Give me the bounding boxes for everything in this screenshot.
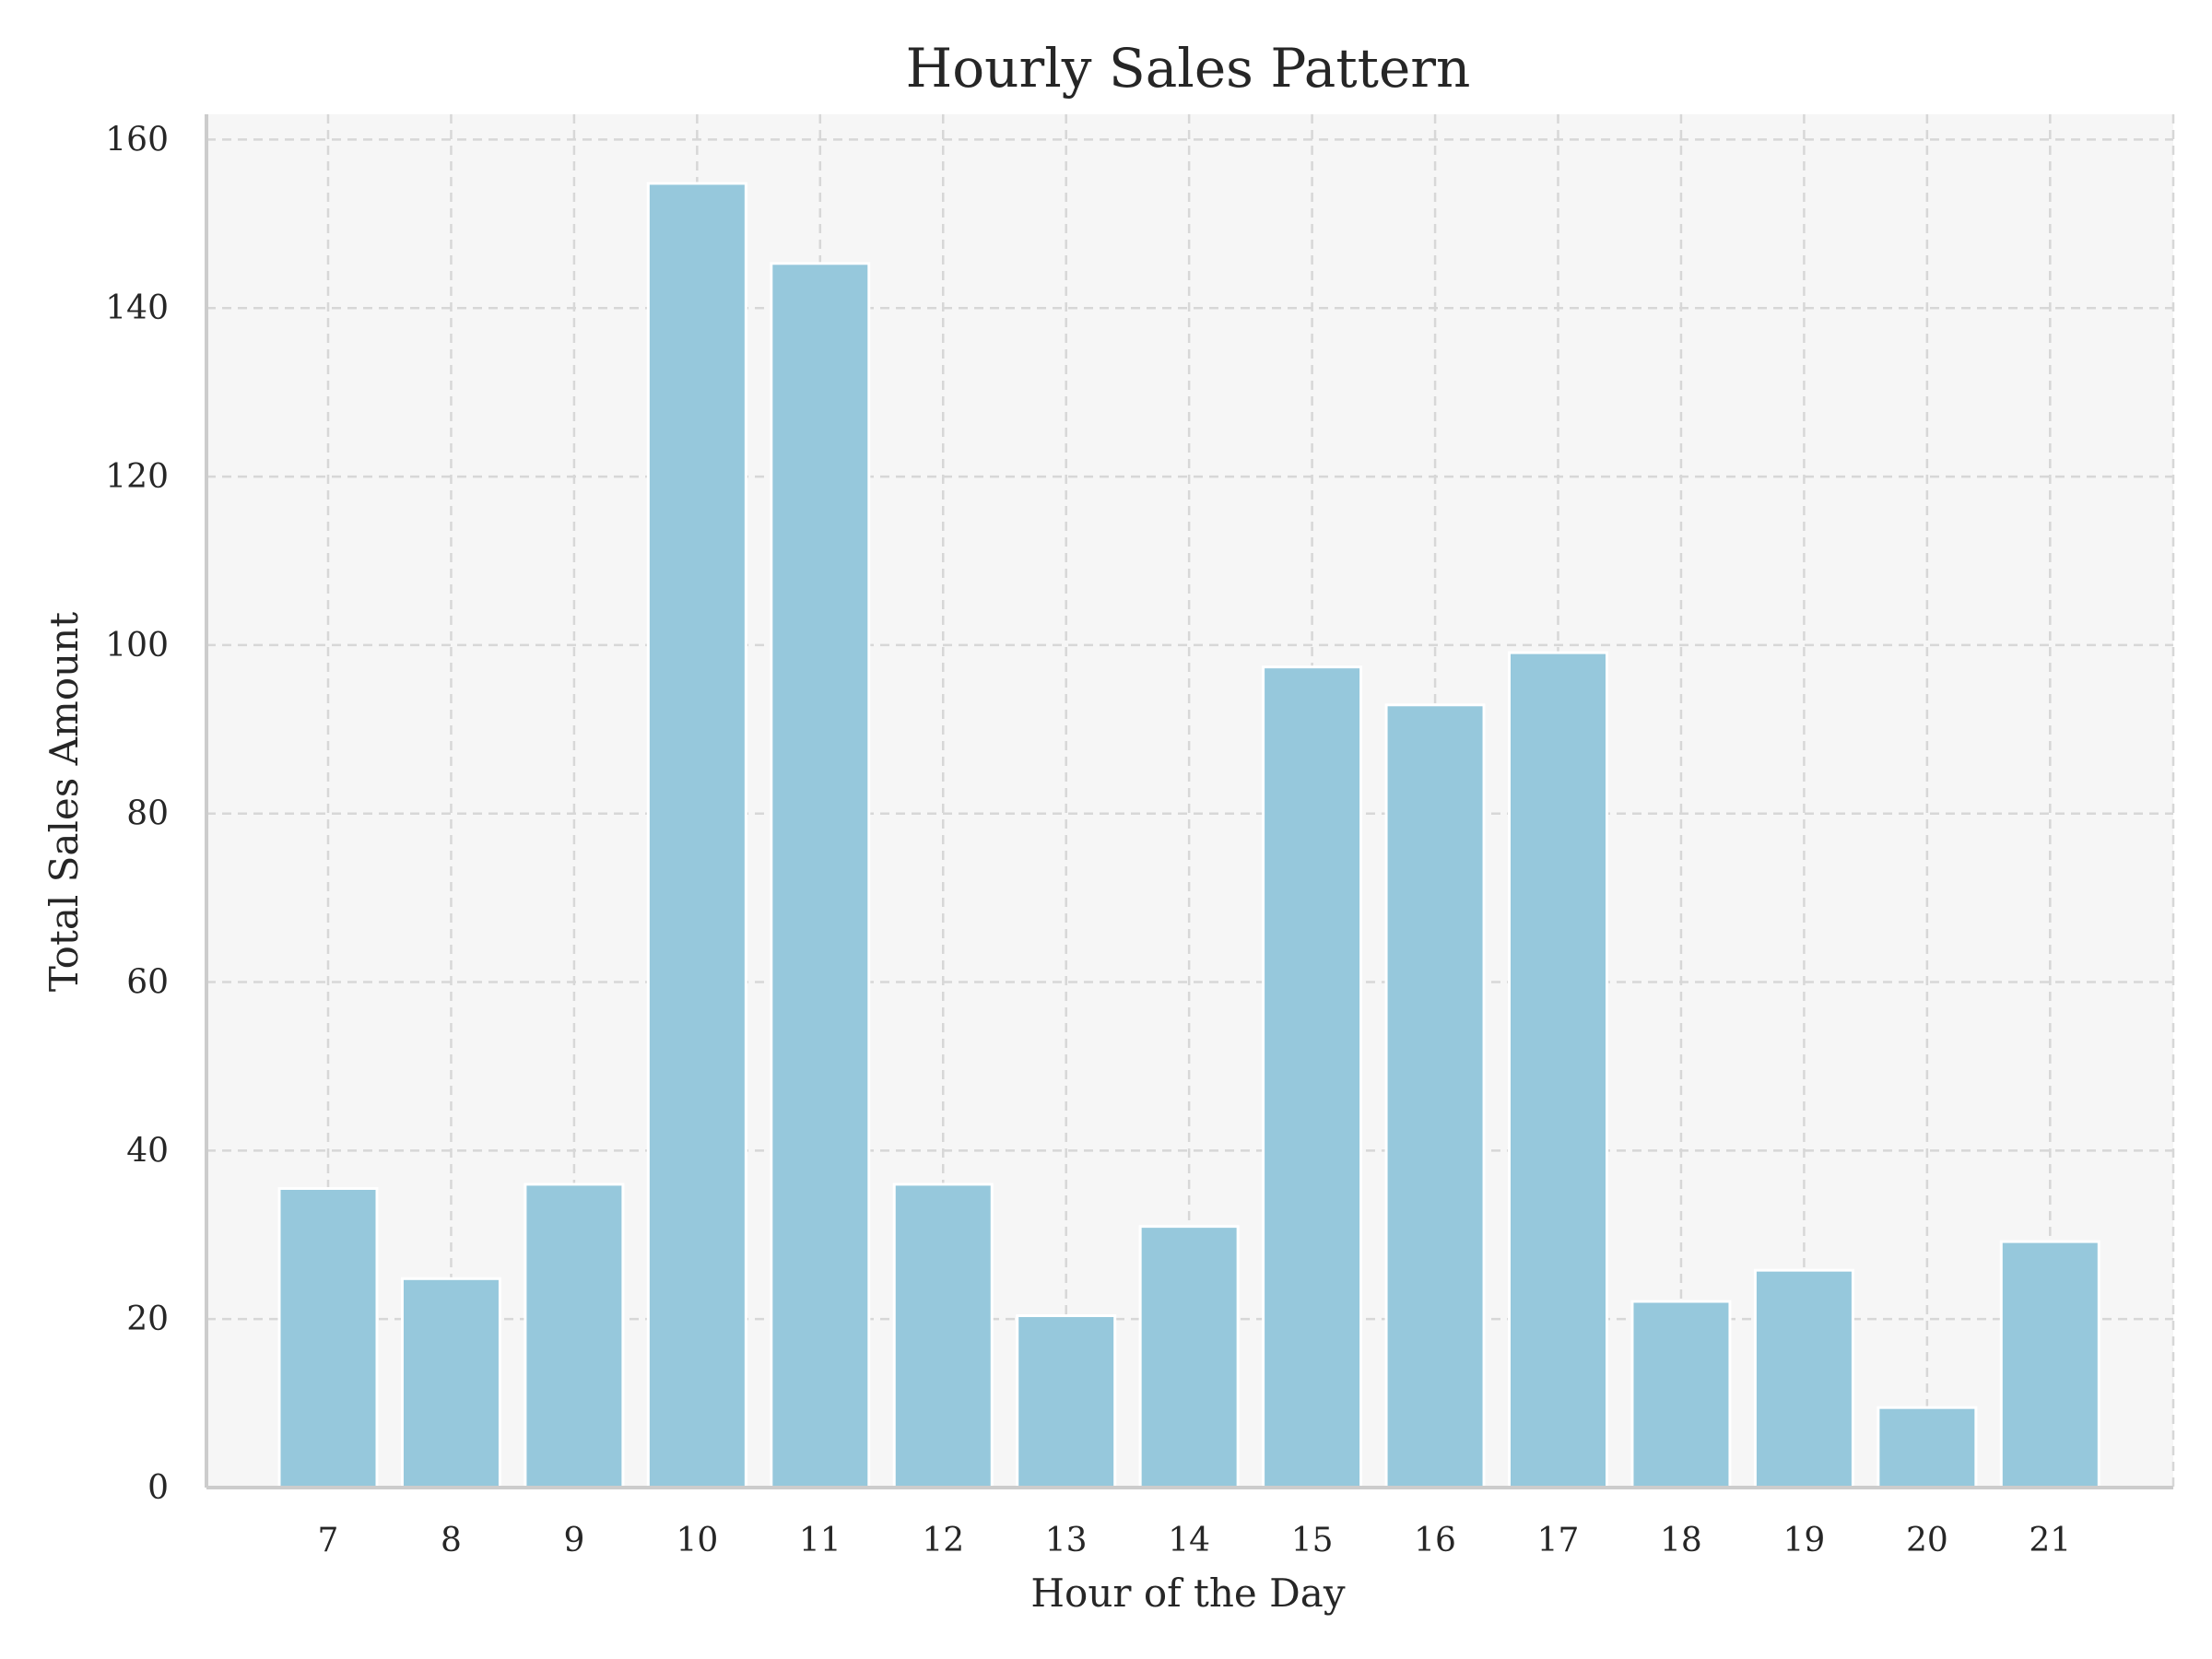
bar-hour-14 <box>1138 1225 1240 1489</box>
x-tick-label: 21 <box>2029 1522 2071 1559</box>
y-tick-label: 120 <box>105 458 169 496</box>
x-tick-label: 15 <box>1291 1522 1334 1559</box>
x-tick-label: 16 <box>1414 1522 1456 1559</box>
x-tick-label: 8 <box>441 1522 462 1559</box>
x-tick-label: 11 <box>799 1522 841 1559</box>
y-tick-label: 160 <box>105 121 169 159</box>
axes <box>205 114 2173 1489</box>
y-tick-label: 100 <box>105 627 169 665</box>
y-tick-label: 60 <box>126 964 169 1002</box>
x-tick-label: 17 <box>1537 1522 1580 1559</box>
y-tick-label: 40 <box>126 1132 169 1170</box>
bar-hour-18 <box>1630 1300 1732 1489</box>
bar-hour-9 <box>524 1182 625 1489</box>
y-tick-label: 20 <box>126 1300 169 1338</box>
x-tick-label: 14 <box>1168 1522 1210 1559</box>
bar-hour-7 <box>277 1186 379 1489</box>
bar-hour-13 <box>1016 1314 1117 1489</box>
bar-hour-19 <box>1753 1268 1854 1489</box>
x-tick-label: 20 <box>1906 1522 1948 1559</box>
bar-hour-10 <box>646 182 747 1489</box>
bar-hour-21 <box>1999 1240 2100 1489</box>
y-tick-label: 0 <box>147 1469 169 1507</box>
bar-hour-16 <box>1384 703 1486 1489</box>
bar-hour-11 <box>770 262 871 1489</box>
x-tick-label: 12 <box>922 1522 964 1559</box>
bar-hour-15 <box>1262 665 1363 1489</box>
x-tick-label: 9 <box>563 1522 584 1559</box>
x-tick-label: 10 <box>676 1522 718 1559</box>
x-tick-label: 7 <box>318 1522 339 1559</box>
chart-title: Hourly Sales Pattern <box>906 37 1471 100</box>
tick-labels: 0 20 40 60 80 100 120 140 160 7 8 9 10 11 12 13 14 15 16 17… <box>105 121 2071 1559</box>
bar-hour-8 <box>400 1277 501 1489</box>
bar-hour-12 <box>892 1182 994 1489</box>
x-tick-label: 18 <box>1660 1522 1702 1559</box>
bars <box>277 182 2100 1489</box>
bar-hour-17 <box>1508 651 1608 1489</box>
x-tick-label: 13 <box>1045 1522 1088 1559</box>
bar-hour-20 <box>1877 1406 1978 1489</box>
x-tick-label: 19 <box>1783 1522 1825 1559</box>
x-axis-label: Hour of the Day <box>1030 1571 1345 1616</box>
y-axis-label: Total Sales Amount <box>41 612 87 992</box>
y-tick-label: 80 <box>126 795 169 833</box>
y-tick-label: 140 <box>105 289 169 327</box>
